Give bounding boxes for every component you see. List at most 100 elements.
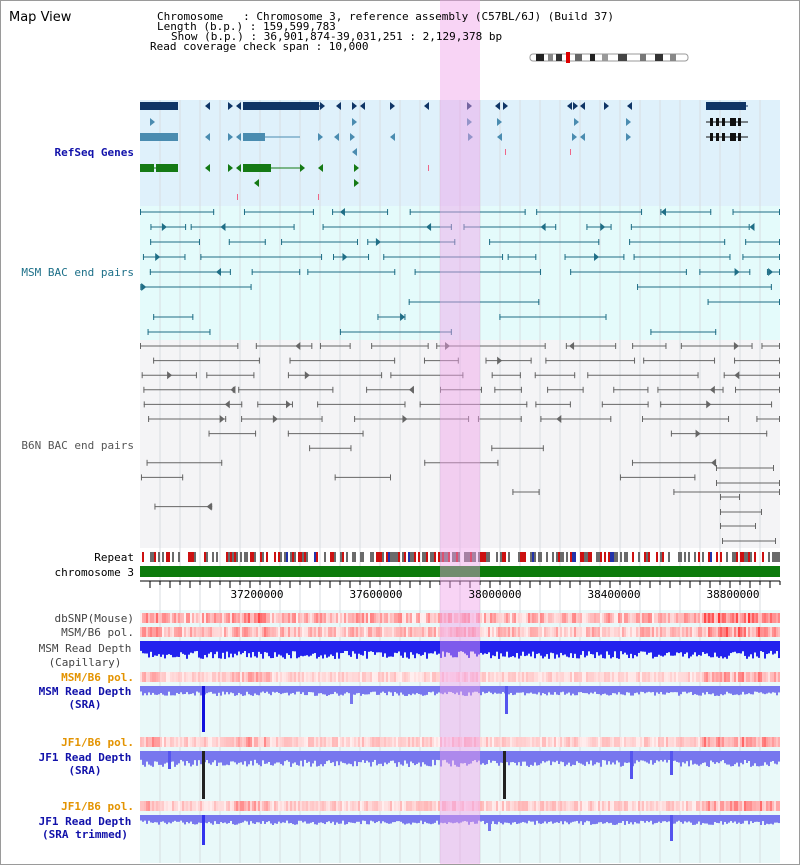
refseq-track[interactable] [140, 102, 748, 200]
heatmap-cell [266, 613, 268, 623]
heatmap-cell [364, 672, 366, 682]
depth-bar [208, 751, 210, 764]
depth-bar [388, 751, 390, 763]
bac-pair-end [613, 386, 615, 393]
bac-pair-end [650, 329, 652, 335]
depth-bar [674, 751, 676, 761]
depth-bar [144, 686, 146, 694]
msm-bac-track[interactable] [140, 208, 780, 335]
depth-bar [418, 815, 420, 823]
depth-bar [546, 641, 548, 655]
repeat-element [478, 552, 480, 562]
depth-bar [616, 815, 618, 825]
depth-bar [442, 641, 444, 652]
depth-bar [360, 641, 362, 655]
heatmap-cell [168, 613, 170, 623]
heatmap-cell [710, 613, 712, 623]
heatmap-cell [270, 801, 272, 811]
depth-bar [552, 686, 554, 695]
bac-pair-end [485, 357, 487, 364]
heatmap-cell [650, 613, 652, 623]
depth-bar [460, 641, 462, 652]
depth-bar [234, 815, 236, 825]
heatmap-cell [198, 737, 200, 747]
heatmap-cell [178, 613, 180, 623]
depth-bar [398, 751, 400, 763]
depth-bar [428, 751, 430, 767]
heatmap-cell [146, 672, 148, 682]
heatmap-cell [416, 613, 418, 623]
depth-bar [556, 751, 558, 761]
depth-bar [484, 815, 486, 825]
depth-bar [294, 815, 296, 825]
depth-bar [318, 815, 320, 823]
depth-bar [486, 751, 488, 765]
depth-bar [168, 815, 170, 823]
heatmap-cell [294, 801, 296, 811]
chromosome-ideogram[interactable] [529, 52, 689, 63]
heatmap-cell [432, 801, 434, 811]
depth-bar [352, 815, 354, 823]
heatmap-cell [558, 737, 560, 747]
heatmap-cell [250, 613, 252, 623]
heatmap-cell [358, 672, 360, 682]
depth-bar [532, 641, 534, 652]
heatmap-cell [466, 737, 468, 747]
bac-pair-end [211, 503, 213, 510]
depth-bar [498, 815, 500, 822]
depth-bar [610, 815, 612, 823]
heatmap-cell [688, 613, 690, 623]
depth-bar [720, 751, 722, 762]
repeat-element [624, 552, 626, 562]
heatmap-cell [522, 627, 524, 637]
selection-highlight[interactable] [440, 0, 480, 864]
heatmap-cell [196, 737, 198, 747]
depth-bar [268, 641, 270, 657]
heatmap-cell [228, 627, 230, 637]
depth-bar [448, 751, 450, 764]
heatmap-cell [646, 672, 648, 682]
heatmap-cell [214, 613, 216, 623]
heatmap-cell [218, 613, 220, 623]
depth-bar [294, 751, 296, 763]
heatmap-cell [146, 627, 148, 637]
depth-bar [548, 641, 550, 659]
heatmap-cell [326, 627, 328, 637]
depth-bar [482, 815, 484, 821]
heatmap-cell [498, 737, 500, 747]
depth-bar [756, 686, 758, 692]
repeat-element [572, 552, 574, 562]
heatmap-cell [398, 613, 400, 623]
heatmap-cell [432, 613, 434, 623]
depth-bar [262, 686, 264, 692]
depth-bar [346, 751, 348, 765]
bac-pair-end [634, 357, 636, 364]
heatmap-cell [482, 801, 484, 811]
heatmap-cell [748, 613, 750, 623]
depth-bar [470, 686, 472, 696]
bac-pair-end [779, 489, 780, 495]
heatmap-cell [472, 627, 474, 637]
heatmap-cell [576, 627, 578, 637]
repeat-element [596, 552, 598, 562]
b6n-bac-track[interactable] [140, 342, 800, 544]
heatmap-cell [694, 613, 696, 623]
depth-bar [546, 751, 548, 762]
heatmap-cell [444, 737, 446, 747]
heatmap-cell [470, 627, 472, 637]
depth-bar [312, 641, 314, 654]
heatmap-cell [372, 672, 374, 682]
bac-pair-end [140, 284, 142, 290]
depth-bar [256, 686, 258, 695]
heatmap-cell [634, 801, 636, 811]
heatmap-cell [550, 613, 552, 623]
depth-bar [316, 641, 318, 659]
strand-arrow [768, 268, 774, 276]
heatmap-cell [730, 801, 732, 811]
heatmap-cell [496, 613, 498, 623]
depth-bar [748, 686, 750, 694]
heatmap-cell [478, 627, 480, 637]
depth-bar [680, 751, 682, 767]
heatmap-cell [588, 613, 590, 623]
